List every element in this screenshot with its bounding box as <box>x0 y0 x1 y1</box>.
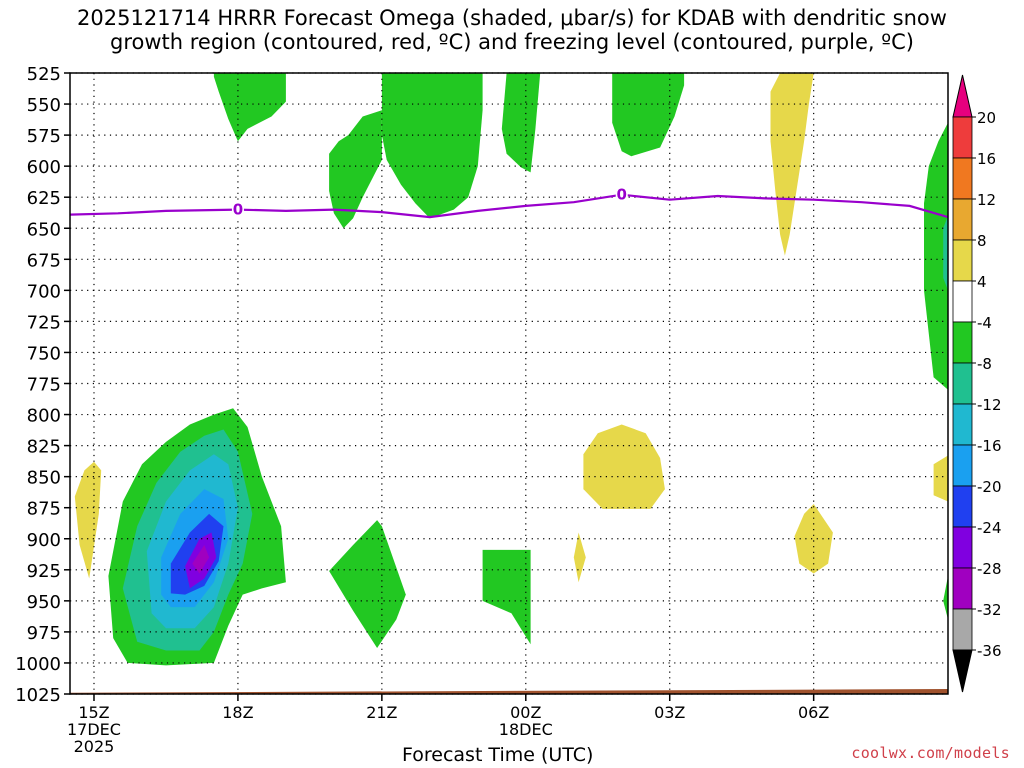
colorbar-swatch <box>952 444 973 487</box>
chart-title-line-1: 2025121714 HRRR Forecast Omega (shaded, … <box>77 6 947 30</box>
colorbar-label: -36 <box>977 642 1002 660</box>
colorbar-top-arrow <box>952 74 973 118</box>
ground-layer <box>70 689 948 694</box>
colorbar-swatch <box>952 116 973 159</box>
colorbar-label: 20 <box>977 109 996 127</box>
colorbar-swatch <box>952 321 973 364</box>
x-tick-label: 2025 <box>74 737 115 756</box>
y-tick-label: 550 <box>27 95 61 116</box>
colorbar-swatch <box>952 362 973 405</box>
omega-region-green-right-edge <box>924 122 948 390</box>
colorbar-swatch <box>952 403 973 446</box>
freezing-label-bg-1 <box>615 186 628 203</box>
omega-region-teal-right-edge <box>943 215 948 291</box>
colorbar-label: 12 <box>977 191 996 209</box>
ground-strip <box>70 689 948 694</box>
y-tick-label: 950 <box>27 592 61 613</box>
grid-lines <box>70 72 948 695</box>
omega-region-green-2330z <box>482 549 531 645</box>
omega-region-green-2030z <box>329 110 382 229</box>
y-tick-label: 525 <box>27 64 61 85</box>
y-tick-label: 775 <box>27 375 61 396</box>
y-tick-label: 675 <box>27 250 61 271</box>
y-axis: 525 550 575 600 625 650 675 700 725 750 775 800 825 8… <box>15 64 70 706</box>
omega-region-green-02z <box>612 73 685 157</box>
y-tick-label: 575 <box>27 126 61 147</box>
x-tick-label: 00Z <box>510 703 541 722</box>
y-tick-label: 850 <box>27 468 61 489</box>
colorbar-swatch <box>952 526 973 569</box>
y-tick-label: 875 <box>27 499 61 520</box>
colorbar-swatch <box>952 485 973 528</box>
y-tick-label: 825 <box>27 437 61 458</box>
y-tick-label: 900 <box>27 530 61 551</box>
omega-region-green-2015z <box>329 520 406 648</box>
chart-title-line-2: growth region (contoured, red, ºC) and f… <box>110 30 914 54</box>
y-tick-label: 975 <box>27 623 61 644</box>
omega-region-green-top-18z <box>213 73 286 142</box>
colorbar-label: 4 <box>977 273 987 291</box>
y-tick-label: 650 <box>27 219 61 240</box>
colorbar-label: -12 <box>977 396 1002 414</box>
x-tick-label: 21Z <box>366 703 397 722</box>
x-tick-label: 18Z <box>222 703 253 722</box>
x-tick-label: 03Z <box>654 703 685 722</box>
omega-region-yellow-0530z <box>770 73 814 256</box>
colorbar-label: 16 <box>977 150 996 168</box>
y-tick-label: 1025 <box>15 685 61 706</box>
omega-region-yellow-15z <box>74 461 102 579</box>
colorbar-swatch <box>952 608 973 651</box>
colorbar-label: -24 <box>977 519 1002 537</box>
freezing-level-label: 0 <box>617 186 627 204</box>
colorbar-label: -16 <box>977 437 1002 455</box>
x-axis-label: Forecast Time (UTC) <box>402 744 594 766</box>
y-tick-label: 750 <box>27 343 61 364</box>
colorbar-bottom-arrow <box>952 649 973 693</box>
watermark-link[interactable]: coolwx.com/models <box>851 744 1010 762</box>
colorbar-label: -32 <box>977 601 1002 619</box>
colorbar-swatch <box>952 280 973 323</box>
y-tick-label: 800 <box>27 406 61 427</box>
omega-region-yellow-06z <box>794 504 833 574</box>
omega-region-green-22z <box>381 73 483 219</box>
colorbar-label: -4 <box>977 314 992 332</box>
y-tick-label: 725 <box>27 312 61 333</box>
omega-shaded-regions <box>74 73 948 666</box>
colorbar-swatch <box>952 198 973 241</box>
y-tick-label: 925 <box>27 561 61 582</box>
colorbar-label: -8 <box>977 355 992 373</box>
colorbar-label: 8 <box>977 232 987 250</box>
chart-title: 2025121714 HRRR Forecast Omega (shaded, … <box>0 6 1024 54</box>
freezing-label-bg-0 <box>231 201 244 218</box>
y-tick-label: 625 <box>27 188 61 209</box>
x-tick-label: 15Z <box>78 703 109 722</box>
colorbar-swatch <box>952 157 973 200</box>
colorbar-swatch <box>952 567 973 610</box>
x-tick-label: 17DEC <box>67 720 121 739</box>
colorbar-label: -28 <box>977 560 1002 578</box>
colorbar-label: -20 <box>977 478 1002 496</box>
omega-region-blob-7 <box>192 545 210 574</box>
y-tick-label: 1000 <box>15 654 61 675</box>
y-tick-label: 600 <box>27 157 61 178</box>
omega-region-green-2345z <box>501 73 541 173</box>
omega-region-green-right-low <box>943 576 948 620</box>
freezing-level-label: 0 <box>233 201 243 219</box>
x-tick-label: 06Z <box>798 703 829 722</box>
omega-region-yellow-right-edge <box>933 455 948 502</box>
colorbar: 20 16 12 8 4 -4 -8 -12 -16 -20 -24 -28 -32 -36 <box>952 74 1002 693</box>
omega-region-yellow-01z <box>573 532 586 583</box>
freezing-level-line <box>70 193 948 219</box>
omega-region-yellow-0130z <box>583 424 665 509</box>
freezing-level-contour: 00 <box>70 186 948 219</box>
colorbar-swatch <box>952 239 973 282</box>
y-tick-label: 700 <box>27 281 61 302</box>
x-tick-label: 18DEC <box>499 720 553 739</box>
